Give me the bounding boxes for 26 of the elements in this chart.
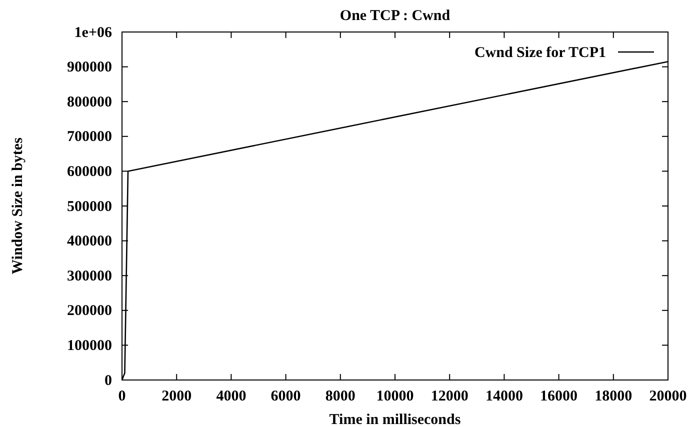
x-tick-label: 14000 [485,388,523,405]
y-axis-title: Window Size in bytes [10,137,26,274]
y-tick-label: 1e+06 [74,24,112,41]
y-tick-label: 0 [104,372,112,389]
legend-label: Cwnd Size for TCP1 [474,45,606,61]
y-tick-label: 200000 [67,303,112,320]
y-tick-label: 800000 [67,94,112,110]
y-tick-label: 100000 [67,338,112,354]
y-tick-label: 400000 [67,234,112,250]
y-tick-label: 500000 [67,198,112,215]
x-tick-label: 0 [118,388,126,405]
x-tick-label: 2000 [162,388,192,405]
x-tick-label: 12000 [430,388,468,405]
y-tick-label: 300000 [67,268,112,284]
x-tick-label: 6000 [270,388,301,405]
y-tick-label: 600000 [67,164,112,180]
x-tick-label: 18000 [594,388,632,405]
x-axis-title: Time in milliseconds [329,412,461,427]
x-tick-label: 4000 [216,388,246,405]
y-tick-label: 700000 [67,129,112,146]
x-tick-label: 8000 [325,388,356,405]
chart-title: One TCP : Cwnd [340,8,451,24]
y-tick-label: 900000 [67,60,112,76]
x-tick-label: 20000 [649,388,687,405]
x-tick-label: 10000 [376,388,414,405]
x-tick-label: 16000 [540,388,578,405]
